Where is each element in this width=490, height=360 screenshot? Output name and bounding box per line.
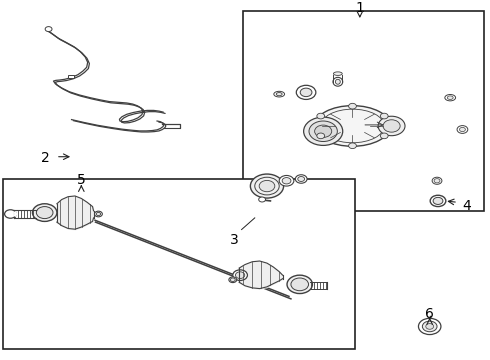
- Ellipse shape: [309, 121, 337, 141]
- Text: 1: 1: [355, 1, 364, 15]
- Ellipse shape: [315, 125, 332, 138]
- Ellipse shape: [333, 72, 342, 75]
- Ellipse shape: [229, 277, 237, 283]
- Ellipse shape: [287, 275, 313, 293]
- Ellipse shape: [274, 91, 285, 97]
- Ellipse shape: [335, 79, 340, 84]
- Circle shape: [426, 324, 434, 329]
- Ellipse shape: [383, 120, 400, 132]
- Bar: [3, 179, 355, 349]
- Ellipse shape: [315, 105, 391, 146]
- Ellipse shape: [36, 207, 53, 219]
- Ellipse shape: [230, 278, 235, 282]
- Ellipse shape: [250, 174, 284, 198]
- Circle shape: [380, 133, 388, 139]
- Ellipse shape: [233, 270, 247, 280]
- Ellipse shape: [96, 212, 100, 216]
- Circle shape: [422, 321, 437, 332]
- Ellipse shape: [236, 272, 245, 279]
- Circle shape: [348, 103, 356, 109]
- Ellipse shape: [304, 117, 343, 145]
- Ellipse shape: [276, 93, 282, 96]
- Ellipse shape: [279, 175, 294, 186]
- Circle shape: [259, 197, 266, 202]
- Ellipse shape: [434, 179, 440, 183]
- Ellipse shape: [433, 197, 443, 204]
- Text: 4: 4: [463, 198, 471, 212]
- Circle shape: [380, 113, 388, 119]
- Ellipse shape: [333, 77, 343, 86]
- Ellipse shape: [298, 176, 305, 181]
- Ellipse shape: [282, 177, 291, 184]
- Ellipse shape: [460, 127, 465, 132]
- Circle shape: [348, 143, 356, 149]
- Circle shape: [418, 318, 441, 334]
- Ellipse shape: [295, 175, 307, 183]
- Wedge shape: [14, 212, 16, 216]
- Text: 5: 5: [77, 173, 86, 187]
- Ellipse shape: [457, 126, 468, 134]
- Circle shape: [45, 27, 52, 32]
- Ellipse shape: [95, 211, 102, 217]
- Ellipse shape: [432, 177, 442, 184]
- Ellipse shape: [259, 180, 275, 192]
- Bar: [68, 75, 74, 78]
- Text: 6: 6: [425, 307, 434, 321]
- Ellipse shape: [291, 278, 309, 291]
- Bar: [243, 11, 485, 211]
- Ellipse shape: [445, 94, 456, 101]
- Ellipse shape: [378, 116, 405, 136]
- Ellipse shape: [447, 96, 453, 99]
- Ellipse shape: [300, 88, 312, 96]
- Ellipse shape: [430, 195, 446, 207]
- Text: 3: 3: [230, 233, 239, 247]
- Ellipse shape: [32, 204, 57, 221]
- Circle shape: [317, 133, 325, 139]
- Ellipse shape: [296, 85, 316, 99]
- Circle shape: [317, 113, 325, 119]
- Text: 2: 2: [41, 152, 49, 166]
